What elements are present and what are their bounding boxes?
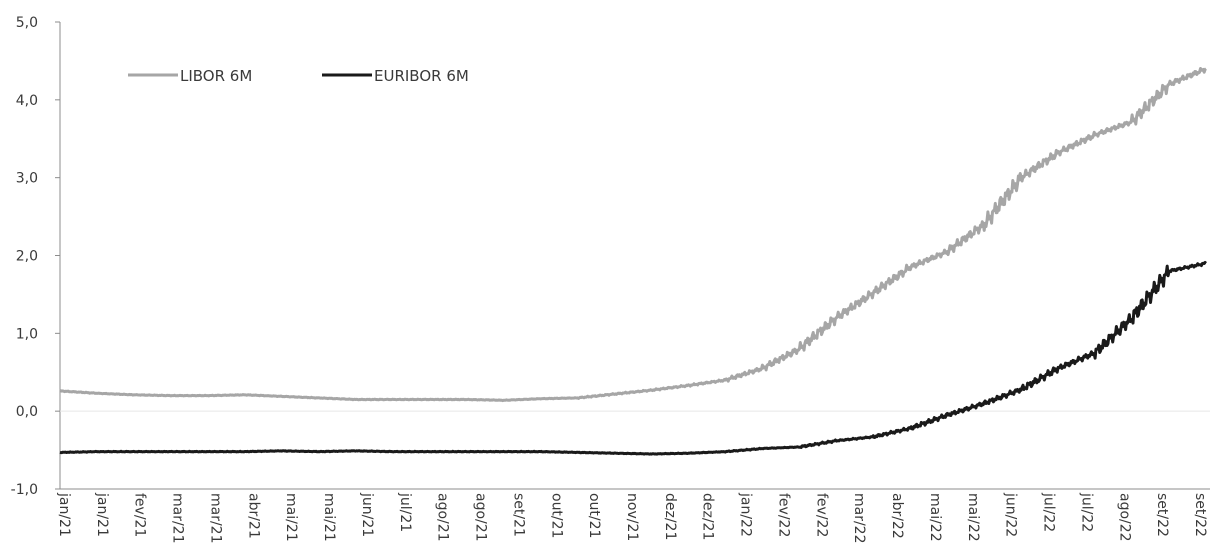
x-tick-label: abr/21 xyxy=(245,493,261,539)
x-tick-label: abr/22 xyxy=(889,493,905,539)
x-tick-label: out/21 xyxy=(548,493,564,538)
x-tick-label: set/22 xyxy=(1192,493,1208,537)
x-tick-label: jul/22 xyxy=(1078,492,1094,532)
x-tick-label: fev/22 xyxy=(813,493,829,537)
x-tick-label: dez/21 xyxy=(700,493,716,540)
x-axis: jan/21 jan/21 fev/21 mar/21 mar/21 abr/21 mai/… xyxy=(56,488,1210,544)
x-tick-label: jul/21 xyxy=(397,492,413,532)
x-tick-label: nov/21 xyxy=(624,493,640,541)
x-tick-label: mar/21 xyxy=(207,493,223,544)
legend-label: EURIBOR 6M xyxy=(374,67,469,85)
legend-label: LIBOR 6M xyxy=(180,67,252,85)
y-tick-label: 2,0 xyxy=(16,249,38,265)
x-tick-label: jun/22 xyxy=(1003,492,1019,537)
x-tick-label: jun/21 xyxy=(359,492,375,537)
y-tick-label: 4,0 xyxy=(16,93,38,109)
y-axis: -1,0 0,0 1,0 2,0 3,0 4,0 5,0 xyxy=(11,15,1210,498)
x-tick-label: set/21 xyxy=(510,493,526,537)
series-line-1 xyxy=(59,261,1207,456)
legend: LIBOR 6M EURIBOR 6M xyxy=(128,67,469,85)
x-tick-label: dez/21 xyxy=(662,493,678,540)
y-tick-label: 0,0 xyxy=(16,404,38,420)
x-tick-label: mar/21 xyxy=(170,493,186,544)
y-tick-label: 3,0 xyxy=(16,171,38,187)
x-tick-label: jan/21 xyxy=(94,492,110,537)
y-tick-label: -1,0 xyxy=(11,482,38,498)
x-tick-label: set/22 xyxy=(1154,493,1170,537)
x-tick-label: mar/22 xyxy=(851,493,867,544)
x-tick-label: mai/22 xyxy=(965,493,981,542)
x-tick-label: jan/22 xyxy=(738,492,754,537)
y-tick-label: 5,0 xyxy=(16,15,38,31)
y-tick-label: 1,0 xyxy=(16,326,38,342)
x-tick-label: fev/22 xyxy=(775,493,791,537)
x-tick-label: jan/21 xyxy=(56,492,72,537)
x-tick-label: mai/21 xyxy=(283,493,299,542)
x-tick-label: mai/21 xyxy=(321,493,337,542)
series-line-0 xyxy=(59,67,1207,403)
x-tick-label: fev/21 xyxy=(132,493,148,537)
x-tick-label: jul/22 xyxy=(1041,492,1057,532)
series-group xyxy=(59,67,1207,456)
x-tick-label: out/21 xyxy=(586,493,602,538)
x-tick-label: mai/22 xyxy=(927,493,943,542)
x-tick-label: ago/21 xyxy=(473,493,489,542)
x-tick-label: ago/21 xyxy=(435,493,451,542)
x-tick-label: ago/22 xyxy=(1116,493,1132,542)
